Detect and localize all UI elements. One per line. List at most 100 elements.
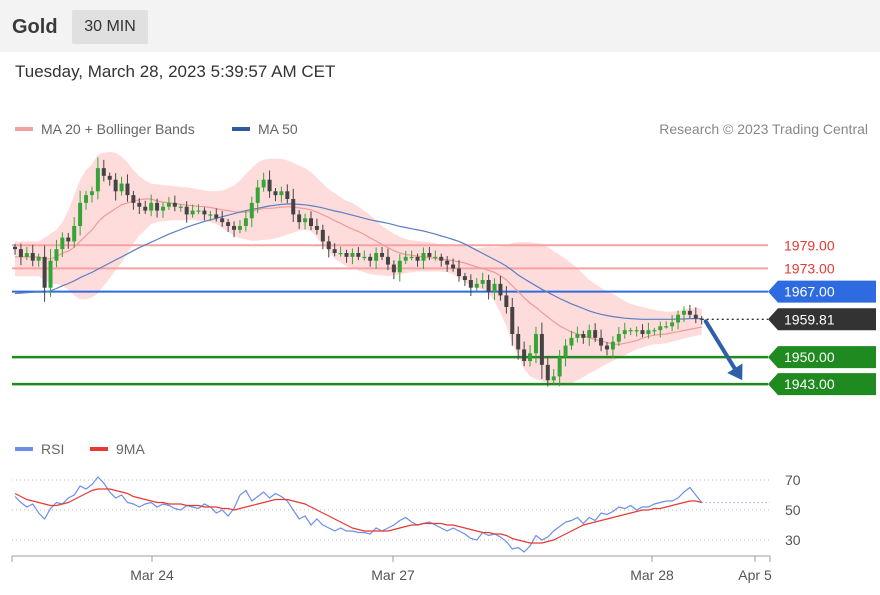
candle-body-9 — [66, 237, 71, 242]
candle-body-1 — [18, 249, 23, 257]
candle-body-21 — [137, 202, 142, 207]
candle-body-44 — [273, 191, 278, 196]
last-price-label: 1959.81 — [784, 311, 835, 327]
candle-body-24 — [155, 202, 160, 211]
candle-body-25 — [161, 206, 165, 211]
candle-body-88 — [533, 334, 538, 354]
candle-body-7 — [54, 249, 59, 261]
candle-body-68 — [415, 256, 420, 261]
candle-body-36 — [226, 222, 231, 226]
candle-body-40 — [249, 202, 254, 219]
candle-body-67 — [409, 256, 414, 259]
candle-body-80 — [486, 280, 491, 292]
candle-body-94 — [569, 337, 574, 346]
ma20-swatch — [15, 127, 33, 132]
candle-body-18 — [119, 183, 124, 192]
candle-body-86 — [522, 349, 527, 361]
candle-body-26 — [166, 202, 171, 207]
legend-rsi-label: RSI — [41, 441, 65, 457]
candle-body-109 — [658, 326, 663, 331]
legend-9ma: 9MA — [90, 441, 145, 457]
candle-body-63 — [385, 256, 390, 265]
candle-body-38 — [237, 226, 242, 230]
legend-ma50: MA 50 — [232, 121, 298, 137]
candle-body-76 — [462, 276, 467, 280]
candle-body-106 — [640, 330, 645, 334]
candle-body-92 — [557, 357, 562, 377]
level-tag-2 — [768, 280, 876, 303]
candle-body-49 — [303, 218, 308, 223]
ma20-line — [15, 198, 702, 346]
candle-body-57 — [350, 253, 355, 257]
header-bar: Gold 30 MIN — [0, 0, 880, 52]
candle-body-4 — [36, 256, 41, 261]
chart-datetime: Tuesday, March 28, 2023 5:39:57 AM CET — [15, 62, 336, 81]
rsi-swatch — [15, 447, 33, 452]
candle-body-91 — [551, 376, 556, 381]
legend-9ma-label: 9MA — [116, 441, 145, 457]
ma9-swatch — [90, 447, 108, 452]
candle-body-53 — [326, 241, 331, 250]
candle-body-42 — [261, 179, 266, 188]
candle-body-29 — [184, 206, 189, 215]
rsi-line — [14, 476, 703, 553]
candle-body-74 — [451, 264, 456, 269]
candle-body-83 — [504, 295, 509, 307]
candle-body-100 — [605, 345, 609, 350]
candle-body-14 — [95, 168, 100, 192]
forecast-arrow-shaft — [703, 319, 741, 377]
candle-body-41 — [255, 187, 260, 203]
candle-body-45 — [279, 191, 284, 196]
candle-body-56 — [344, 253, 349, 257]
candle-body-70 — [427, 253, 432, 257]
candle-body-34 — [214, 214, 219, 219]
candle-body-114 — [687, 310, 692, 315]
candle-body-81 — [492, 283, 497, 292]
candle-body-112 — [676, 314, 681, 323]
candle-body-27 — [172, 202, 177, 207]
candle-body-103 — [622, 330, 627, 334]
candle-body-84 — [510, 307, 515, 334]
candle-body-71 — [433, 256, 438, 259]
candle-body-101 — [610, 341, 615, 350]
candle-body-89 — [539, 334, 544, 365]
rsi-9ma-line — [14, 488, 702, 544]
candle-body-93 — [563, 345, 568, 358]
legend-ma20-label: MA 20 + Bollinger Bands — [41, 121, 195, 137]
ma50-line — [14, 203, 702, 320]
candle-body-31 — [196, 210, 201, 212]
candle-body-52 — [320, 229, 325, 242]
x-tick-label-1: Mar 27 — [371, 567, 415, 583]
candle-body-5 — [42, 256, 47, 288]
candle-body-107 — [646, 330, 651, 334]
forecast-arrow-head — [727, 363, 743, 381]
candle-body-72 — [439, 256, 444, 261]
candle-body-79 — [480, 280, 485, 284]
candle-body-61 — [374, 253, 379, 261]
candle-body-87 — [528, 353, 533, 361]
symbol-title: Gold — [12, 16, 58, 38]
candle-body-22 — [143, 206, 148, 211]
legend-ma20: MA 20 + Bollinger Bands — [15, 121, 195, 137]
candle-body-10 — [72, 226, 77, 242]
legend-ma50-label: MA 50 — [258, 121, 298, 137]
candle-body-16 — [107, 175, 112, 180]
candle-body-15 — [101, 168, 106, 176]
candle-body-8 — [60, 237, 65, 250]
candle-body-82 — [498, 283, 503, 296]
candle-body-46 — [285, 191, 290, 199]
candle-body-2 — [24, 253, 29, 257]
timeframe-button[interactable]: 30 MIN — [72, 10, 148, 44]
candle-body-51 — [314, 226, 319, 230]
candle-body-98 — [593, 330, 598, 338]
candle-body-33 — [208, 214, 213, 216]
research-credit: Research © 2023 Trading Central — [659, 121, 868, 137]
candle-body-12 — [84, 195, 89, 203]
candle-body-105 — [634, 330, 639, 332]
candle-body-58 — [356, 253, 361, 257]
candle-body-65 — [397, 260, 402, 273]
rsi-tick-label-1: 50 — [785, 502, 801, 518]
candle-body-90 — [545, 364, 550, 381]
candle-body-102 — [616, 334, 621, 342]
